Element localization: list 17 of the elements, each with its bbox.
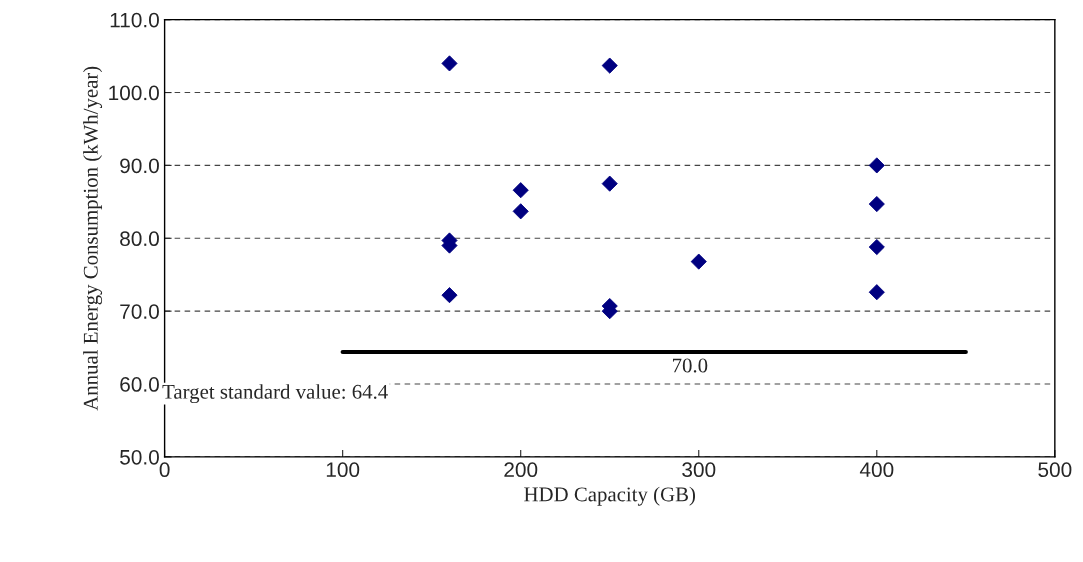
x-tick-label: 0 [159,462,170,478]
y-axis-title: Annual Energy Consumption (kWh/year) [83,66,103,411]
y-tick-label: 90.0 [120,158,159,174]
y-tick-label: 80.0 [120,231,159,247]
x-tick-label: 200 [504,462,538,478]
y-tick-label: 100.0 [109,85,159,101]
x-tick-label: 400 [859,462,894,478]
annotation: Target standard value: 64.4 [162,384,388,404]
x-tick-label: 100 [326,462,360,478]
x-tick-label: 300 [682,462,716,478]
y-tick-label: 50.0 [120,449,159,465]
y-tick-label: 110.0 [110,12,159,28]
annotation: 70.0 [672,358,708,373]
x-tick-label: 500 [1038,462,1072,478]
x-axis-title: HDD Capacity (GB) [524,486,696,506]
y-tick-label: 70.0 [120,304,159,319]
y-tick-label: 60.0 [120,377,159,392]
